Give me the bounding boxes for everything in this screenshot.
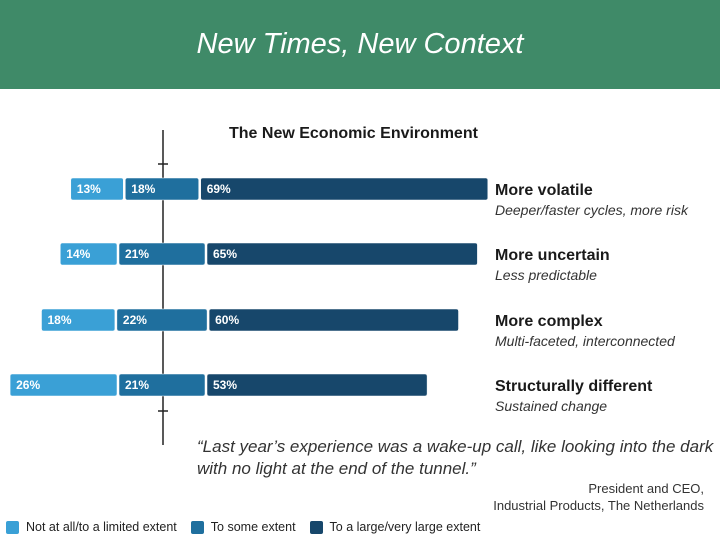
bar-limited-extent-2 [60,242,118,266]
quote-text: “Last year’s experience was a wake-up ca… [197,437,714,478]
bar-limited-extent-4 [9,373,118,397]
bar-some-extent-4 [118,373,206,397]
bar-label-limited-extent-1: 13% [77,182,101,196]
diverging-bar-chart: The New Economic Environment 13% 18% 69% 14… [9,125,689,445]
bar-label-large-extent-3: 60% [215,313,239,327]
row-title-4: Structurally different [495,378,653,395]
bar-some-extent-3 [116,308,208,332]
legend-swatch-large-extent [309,520,323,534]
bar-label-limited-extent-3: 18% [48,313,72,327]
row-title-1: More volatile [495,182,593,199]
quote-attribution: President and CEO, Industrial Products, … [444,480,704,514]
legend-item-limited-extent: Not at all/to a limited extent [6,520,177,534]
legend-swatch-limited-extent [6,520,19,534]
row-subtitle-3: Multi-faceted, interconnected [495,333,676,349]
chart-title: The New Economic Environment [229,125,479,142]
bar-label-some-extent-2: 21% [125,247,149,261]
row-subtitle-4: Sustained change [495,398,607,414]
legend-swatch-some-extent [190,520,204,534]
legend-item-some-extent: To some extent [190,520,296,534]
bar-limited-extent-1 [70,177,124,201]
slide-title: New Times, New Context [196,28,524,60]
chart-legend: Not at all/to a limited extent To some ex… [6,518,494,536]
bar-large-extent-4 [206,373,428,397]
row-title-3: More complex [495,313,603,330]
bar-label-large-extent-1: 69% [207,182,231,196]
row-labels-group: More volatile Deeper/faster cycles, more … [495,182,689,414]
legend-label-large-extent: To a large/very large extent [329,520,481,534]
bar-large-extent-1 [200,177,489,201]
bar-label-large-extent-2: 65% [213,247,237,261]
row-subtitle-1: Deeper/faster cycles, more risk [495,202,689,218]
bar-limited-extent-3 [41,308,116,332]
bar-label-some-extent-3: 22% [123,313,147,327]
row-title-2: More uncertain [495,247,610,264]
bar-large-extent-3 [208,308,459,332]
legend-item-large-extent: To a large/very large extent [309,520,481,534]
title-bar: New Times, New Context [0,0,720,89]
bar-label-some-extent-1: 18% [131,182,155,196]
legend-label-limited-extent: Not at all/to a limited extent [26,520,177,534]
bar-label-limited-extent-2: 14% [66,247,90,261]
bars-group: 13% 18% 69% 14% 21% 65% 18% 22% 60% 26% 21% 53% [9,177,489,397]
row-subtitle-2: Less predictable [495,267,597,283]
bar-label-large-extent-4: 53% [213,378,237,392]
attribution-line-2: Industrial Products, The Netherlands [493,498,704,513]
bar-some-extent-2 [118,242,206,266]
bar-large-extent-2 [206,242,478,266]
bar-label-some-extent-4: 21% [125,378,149,392]
legend-label-some-extent: To some extent [210,520,296,534]
center-axis [158,130,168,445]
attribution-line-1: President and CEO, [588,481,704,496]
bar-some-extent-1 [125,177,199,201]
bar-label-limited-extent-4: 26% [16,378,40,392]
